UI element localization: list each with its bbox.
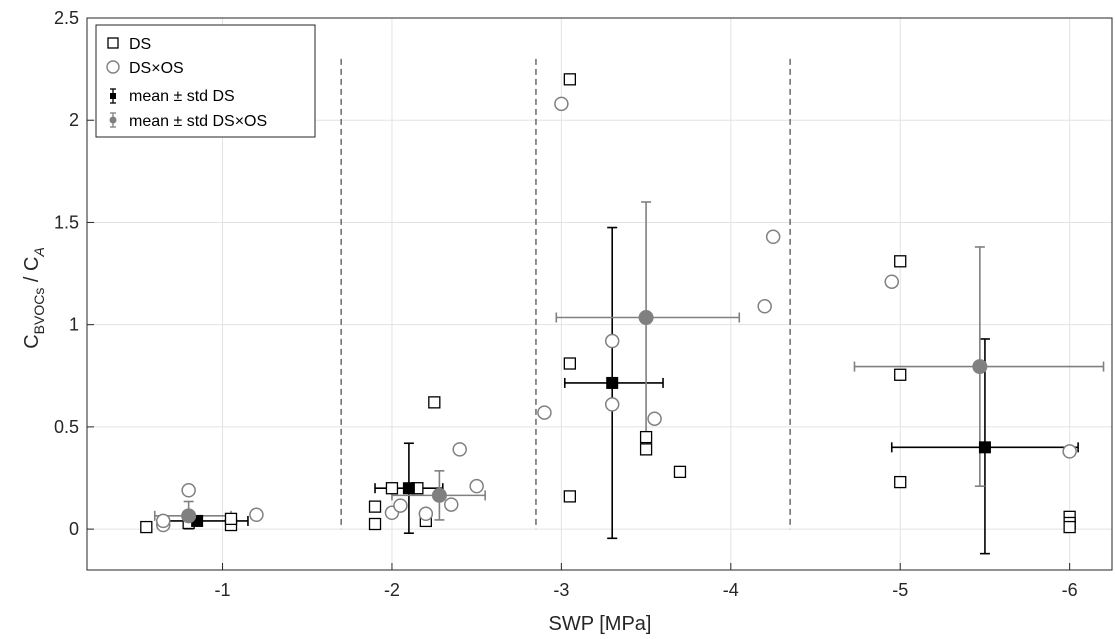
dsos-point (647, 411, 662, 426)
mean-dsos-point (972, 359, 988, 375)
ds-point (563, 73, 577, 86)
ds-point (894, 368, 907, 381)
legend-label-mean-ds: mean ± std DS (129, 88, 235, 105)
y-tick-label: 0 (69, 519, 79, 539)
dsos-point (181, 483, 196, 498)
dsos-point (884, 274, 900, 289)
x-tick-label: -5 (892, 580, 908, 600)
data-markers (140, 73, 1077, 534)
y-axis-label: CBVOCs / CA (21, 247, 47, 349)
x-tick-label: -1 (215, 580, 231, 600)
legend-marker-open-circle (106, 60, 120, 74)
legend-item-ds: DS (107, 36, 151, 53)
ds-point (428, 396, 441, 409)
legend-box (95, 24, 316, 138)
x-tick-label: -6 (1062, 580, 1078, 600)
dsos-point (1062, 444, 1077, 459)
tick-labels: -1 -2 -3 -4 -5 -6 0 0.5 1 1.5 2 2.5 (54, 8, 1078, 600)
dividers (340, 58, 791, 530)
mean-dsos-point (638, 310, 654, 326)
ds-point (639, 430, 653, 444)
y-axis-label-sep: / C (21, 257, 43, 288)
dsos-point (452, 442, 467, 457)
error-bars (153, 201, 1105, 555)
plot-frame (86, 17, 1113, 571)
dsos-point (604, 333, 620, 349)
dsos-point (444, 497, 459, 512)
x-tick-label: -4 (723, 580, 739, 600)
ds-point (385, 482, 399, 495)
x-tick-label: -2 (384, 580, 400, 600)
dsos-point (554, 96, 569, 112)
x-axis-label: SWP [MPa] (549, 613, 652, 635)
dsos-point (249, 507, 264, 523)
legend: DS DS×OS mean ± std DS mean ± std DS×OS (95, 24, 316, 138)
legend-item-mean-dsos: mean ± std DS×OS (109, 112, 267, 130)
y-tick-label: 1 (69, 315, 79, 335)
legend-item-dsos: DS×OS (106, 60, 184, 77)
dsos-point (469, 478, 484, 494)
dsos-point (393, 498, 408, 513)
ds-point (894, 255, 907, 268)
mean-ds-point (606, 376, 619, 389)
ds-point (563, 357, 577, 370)
mean-dsos-point (181, 508, 197, 524)
y-tick-label: 0.5 (54, 417, 79, 437)
ds-point (894, 475, 907, 489)
mean-ds-point (402, 482, 415, 495)
ds-point (673, 465, 687, 479)
y-axis-label-sub2: A (31, 247, 47, 257)
x-tick-label: -3 (553, 580, 569, 600)
legend-item-mean-ds: mean ± std DS (110, 88, 235, 105)
legend-label-mean-dsos: mean ± std DS×OS (129, 113, 267, 130)
y-axis-label-main: C (21, 334, 43, 348)
ds-point (368, 517, 382, 531)
dsos-point (604, 397, 620, 412)
ds-point (639, 443, 653, 456)
legend-label-dsos: DS×OS (129, 60, 184, 77)
dsos-point (155, 513, 171, 529)
dsos-point (757, 299, 772, 314)
y-tick-label: 2 (69, 110, 79, 130)
ds-point (563, 490, 577, 503)
dsos-point (537, 405, 552, 420)
mean-ds-point (978, 441, 991, 454)
ds-point (368, 500, 382, 513)
ds-point (1063, 520, 1076, 534)
y-tick-label: 1.5 (54, 212, 79, 232)
y-tick-label: 2.5 (54, 8, 79, 28)
mean-dsos-point (431, 487, 447, 503)
legend-marker-filled-circle (109, 116, 117, 124)
dsos-point (418, 506, 434, 522)
y-axis-label-sub1: BVOCs (31, 288, 47, 335)
legend-marker-open-square (107, 37, 119, 49)
ds-point (140, 520, 153, 534)
dsos-point (765, 229, 781, 245)
legend-label-ds: DS (129, 36, 151, 53)
ds-point (224, 512, 238, 526)
legend-marker-filled-square (110, 93, 116, 99)
